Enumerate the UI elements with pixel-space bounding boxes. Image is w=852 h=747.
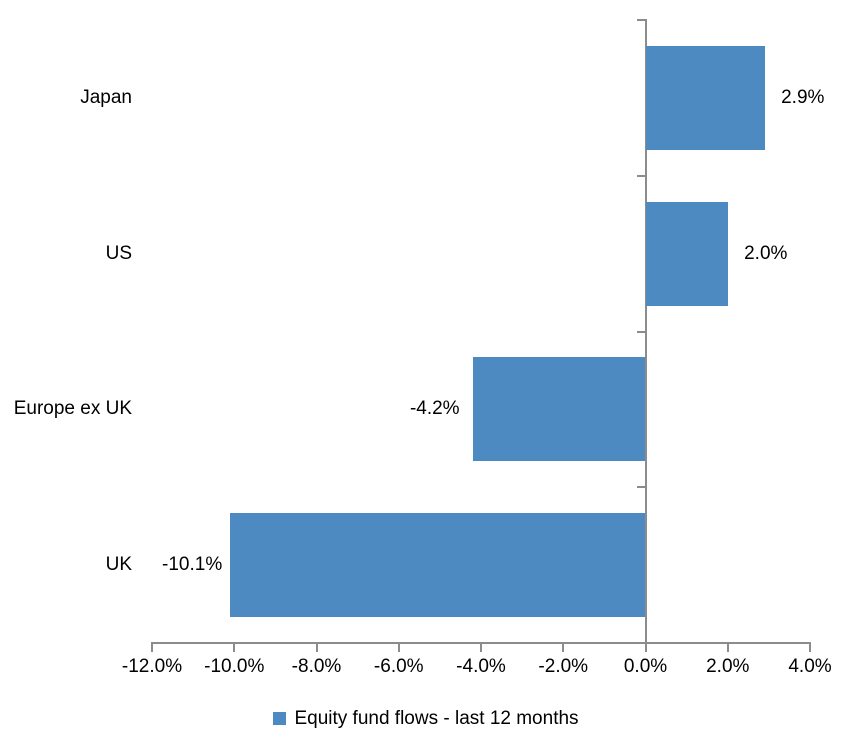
x-tick <box>151 644 153 652</box>
x-tick <box>480 644 482 652</box>
bar-japan <box>645 45 765 150</box>
x-tick-label: -6.0% <box>373 656 424 677</box>
category-label: UK <box>105 554 132 576</box>
bar-europe-ex-uk <box>472 357 646 462</box>
x-tick-label: -8.0% <box>291 656 342 677</box>
x-tick-label: -12.0% <box>121 656 183 677</box>
x-tick-label: 2.0% <box>706 656 750 677</box>
x-tick-label: -2.0% <box>538 656 589 677</box>
y-tick <box>636 174 645 177</box>
x-tick-label: -10.0% <box>204 656 265 677</box>
x-tick <box>809 644 811 652</box>
category-label: US <box>105 242 132 264</box>
category-label: Japan <box>80 86 132 108</box>
x-tick <box>726 644 729 652</box>
legend-label: Equity fund flows - last 12 months <box>294 708 579 729</box>
x-tick-label: -4.0% <box>456 656 506 677</box>
data-label: 2.0% <box>744 242 788 264</box>
data-label: 2.9% <box>781 86 825 108</box>
y-axis-line <box>644 19 647 644</box>
legend: Equity fund flows - last 12 months <box>0 707 852 730</box>
x-tick-label: 4.0% <box>788 656 832 677</box>
x-tick <box>562 644 565 652</box>
legend-swatch <box>273 712 287 725</box>
y-tick <box>636 330 645 333</box>
y-tick <box>636 19 645 21</box>
bar-us <box>645 201 728 306</box>
category-label: Europe ex UK <box>13 398 132 420</box>
y-tick <box>636 642 645 644</box>
x-tick-label: 0.0% <box>623 656 668 677</box>
x-tick <box>233 644 236 652</box>
bar-uk <box>230 513 646 618</box>
x-tick <box>315 644 318 652</box>
x-tick <box>397 644 400 652</box>
data-label: -10.1% <box>162 554 223 576</box>
y-tick <box>636 486 645 489</box>
data-label: -4.2% <box>409 398 460 420</box>
x-tick <box>644 644 647 652</box>
x-axis-line <box>151 642 811 644</box>
